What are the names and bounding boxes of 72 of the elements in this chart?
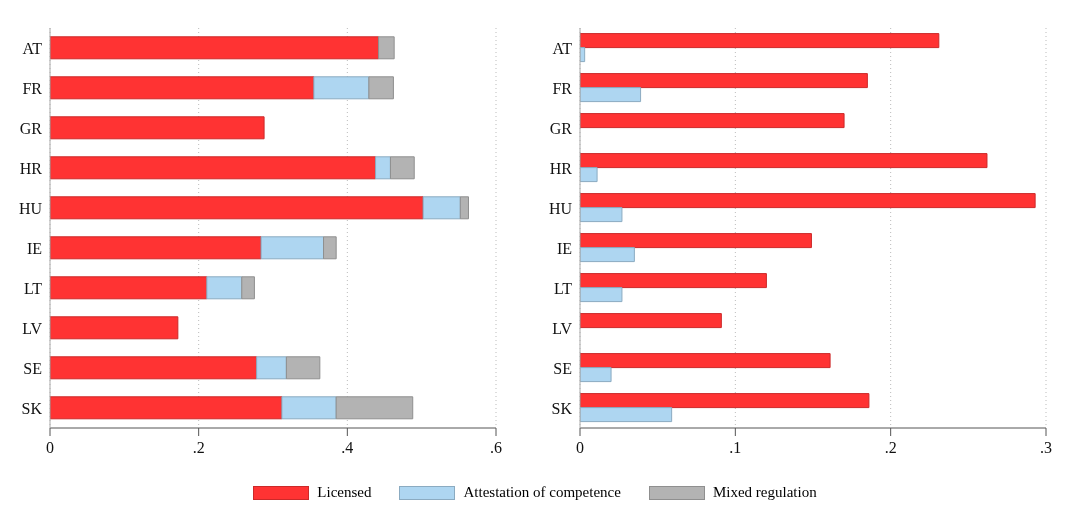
bar: [285, 356, 321, 380]
bar: [50, 36, 380, 60]
bar: [260, 236, 325, 260]
x-tick-label: .6: [490, 439, 502, 457]
bar: [580, 33, 940, 49]
bar: [375, 156, 391, 180]
bar: [580, 87, 642, 103]
legend-label: Attestation of competence: [463, 484, 621, 501]
bar: [378, 36, 395, 60]
y-tick-label: AT: [22, 39, 43, 57]
y-tick-label: LV: [22, 319, 43, 337]
bar: [241, 276, 255, 300]
y-tick-label: GR: [19, 119, 43, 137]
legend-label: Licensed: [317, 484, 372, 501]
x-tick-label: .1: [729, 439, 742, 457]
bar: [389, 156, 415, 180]
bar: [50, 276, 208, 300]
bar: [580, 313, 722, 329]
bar: [206, 276, 243, 300]
y-tick-label: LV: [552, 319, 573, 337]
x-tick-label: .2: [192, 439, 205, 457]
bar: [580, 393, 870, 409]
y-tick-label: IE: [556, 239, 572, 257]
y-tick-label: SE: [553, 359, 572, 377]
bar: [50, 76, 315, 100]
y-tick-label: HU: [18, 199, 43, 217]
bar: [580, 167, 598, 183]
bar: [580, 247, 635, 263]
bar: [580, 113, 845, 129]
bar: [422, 196, 461, 220]
bar: [50, 356, 258, 380]
bar: [50, 396, 283, 420]
bar: [580, 407, 673, 423]
bar: [580, 193, 1036, 209]
y-tick-label: SK: [551, 399, 573, 417]
y-tick-label: HU: [548, 199, 573, 217]
bar: [580, 73, 868, 89]
y-tick-label: SK: [21, 399, 43, 417]
bar: [580, 287, 623, 303]
x-tick-label: 0: [576, 439, 584, 457]
bar: [50, 236, 262, 260]
y-tick-label: SE: [23, 359, 42, 377]
y-tick-label: FR: [552, 79, 573, 97]
bar: [368, 76, 394, 100]
bar: [50, 116, 265, 140]
bar: [459, 196, 469, 220]
bar: [323, 236, 337, 260]
y-tick-label: HR: [549, 159, 573, 177]
y-tick-label: IE: [26, 239, 42, 257]
bar: [281, 396, 337, 420]
y-tick-label: LT: [23, 279, 43, 297]
bar: [256, 356, 287, 380]
bar: [580, 367, 612, 383]
bar: [580, 273, 767, 289]
x-tick-label: 0: [46, 439, 54, 457]
bar: [313, 76, 370, 100]
x-tick-label: .2: [884, 439, 897, 457]
bar: [580, 153, 988, 169]
y-tick-label: FR: [22, 79, 43, 97]
x-tick-label: .4: [341, 439, 354, 457]
bar: [580, 233, 812, 249]
bar: [580, 207, 623, 223]
legend-label: Mixed regulation: [712, 484, 817, 501]
bar: [50, 316, 179, 340]
y-tick-label: GR: [549, 119, 573, 137]
bar: [580, 353, 831, 369]
y-tick-label: HR: [19, 159, 43, 177]
x-tick-label: .3: [1040, 439, 1052, 457]
y-tick-label: LT: [553, 279, 573, 297]
bar: [50, 196, 424, 220]
y-tick-label: AT: [552, 39, 573, 57]
bar: [50, 156, 377, 180]
